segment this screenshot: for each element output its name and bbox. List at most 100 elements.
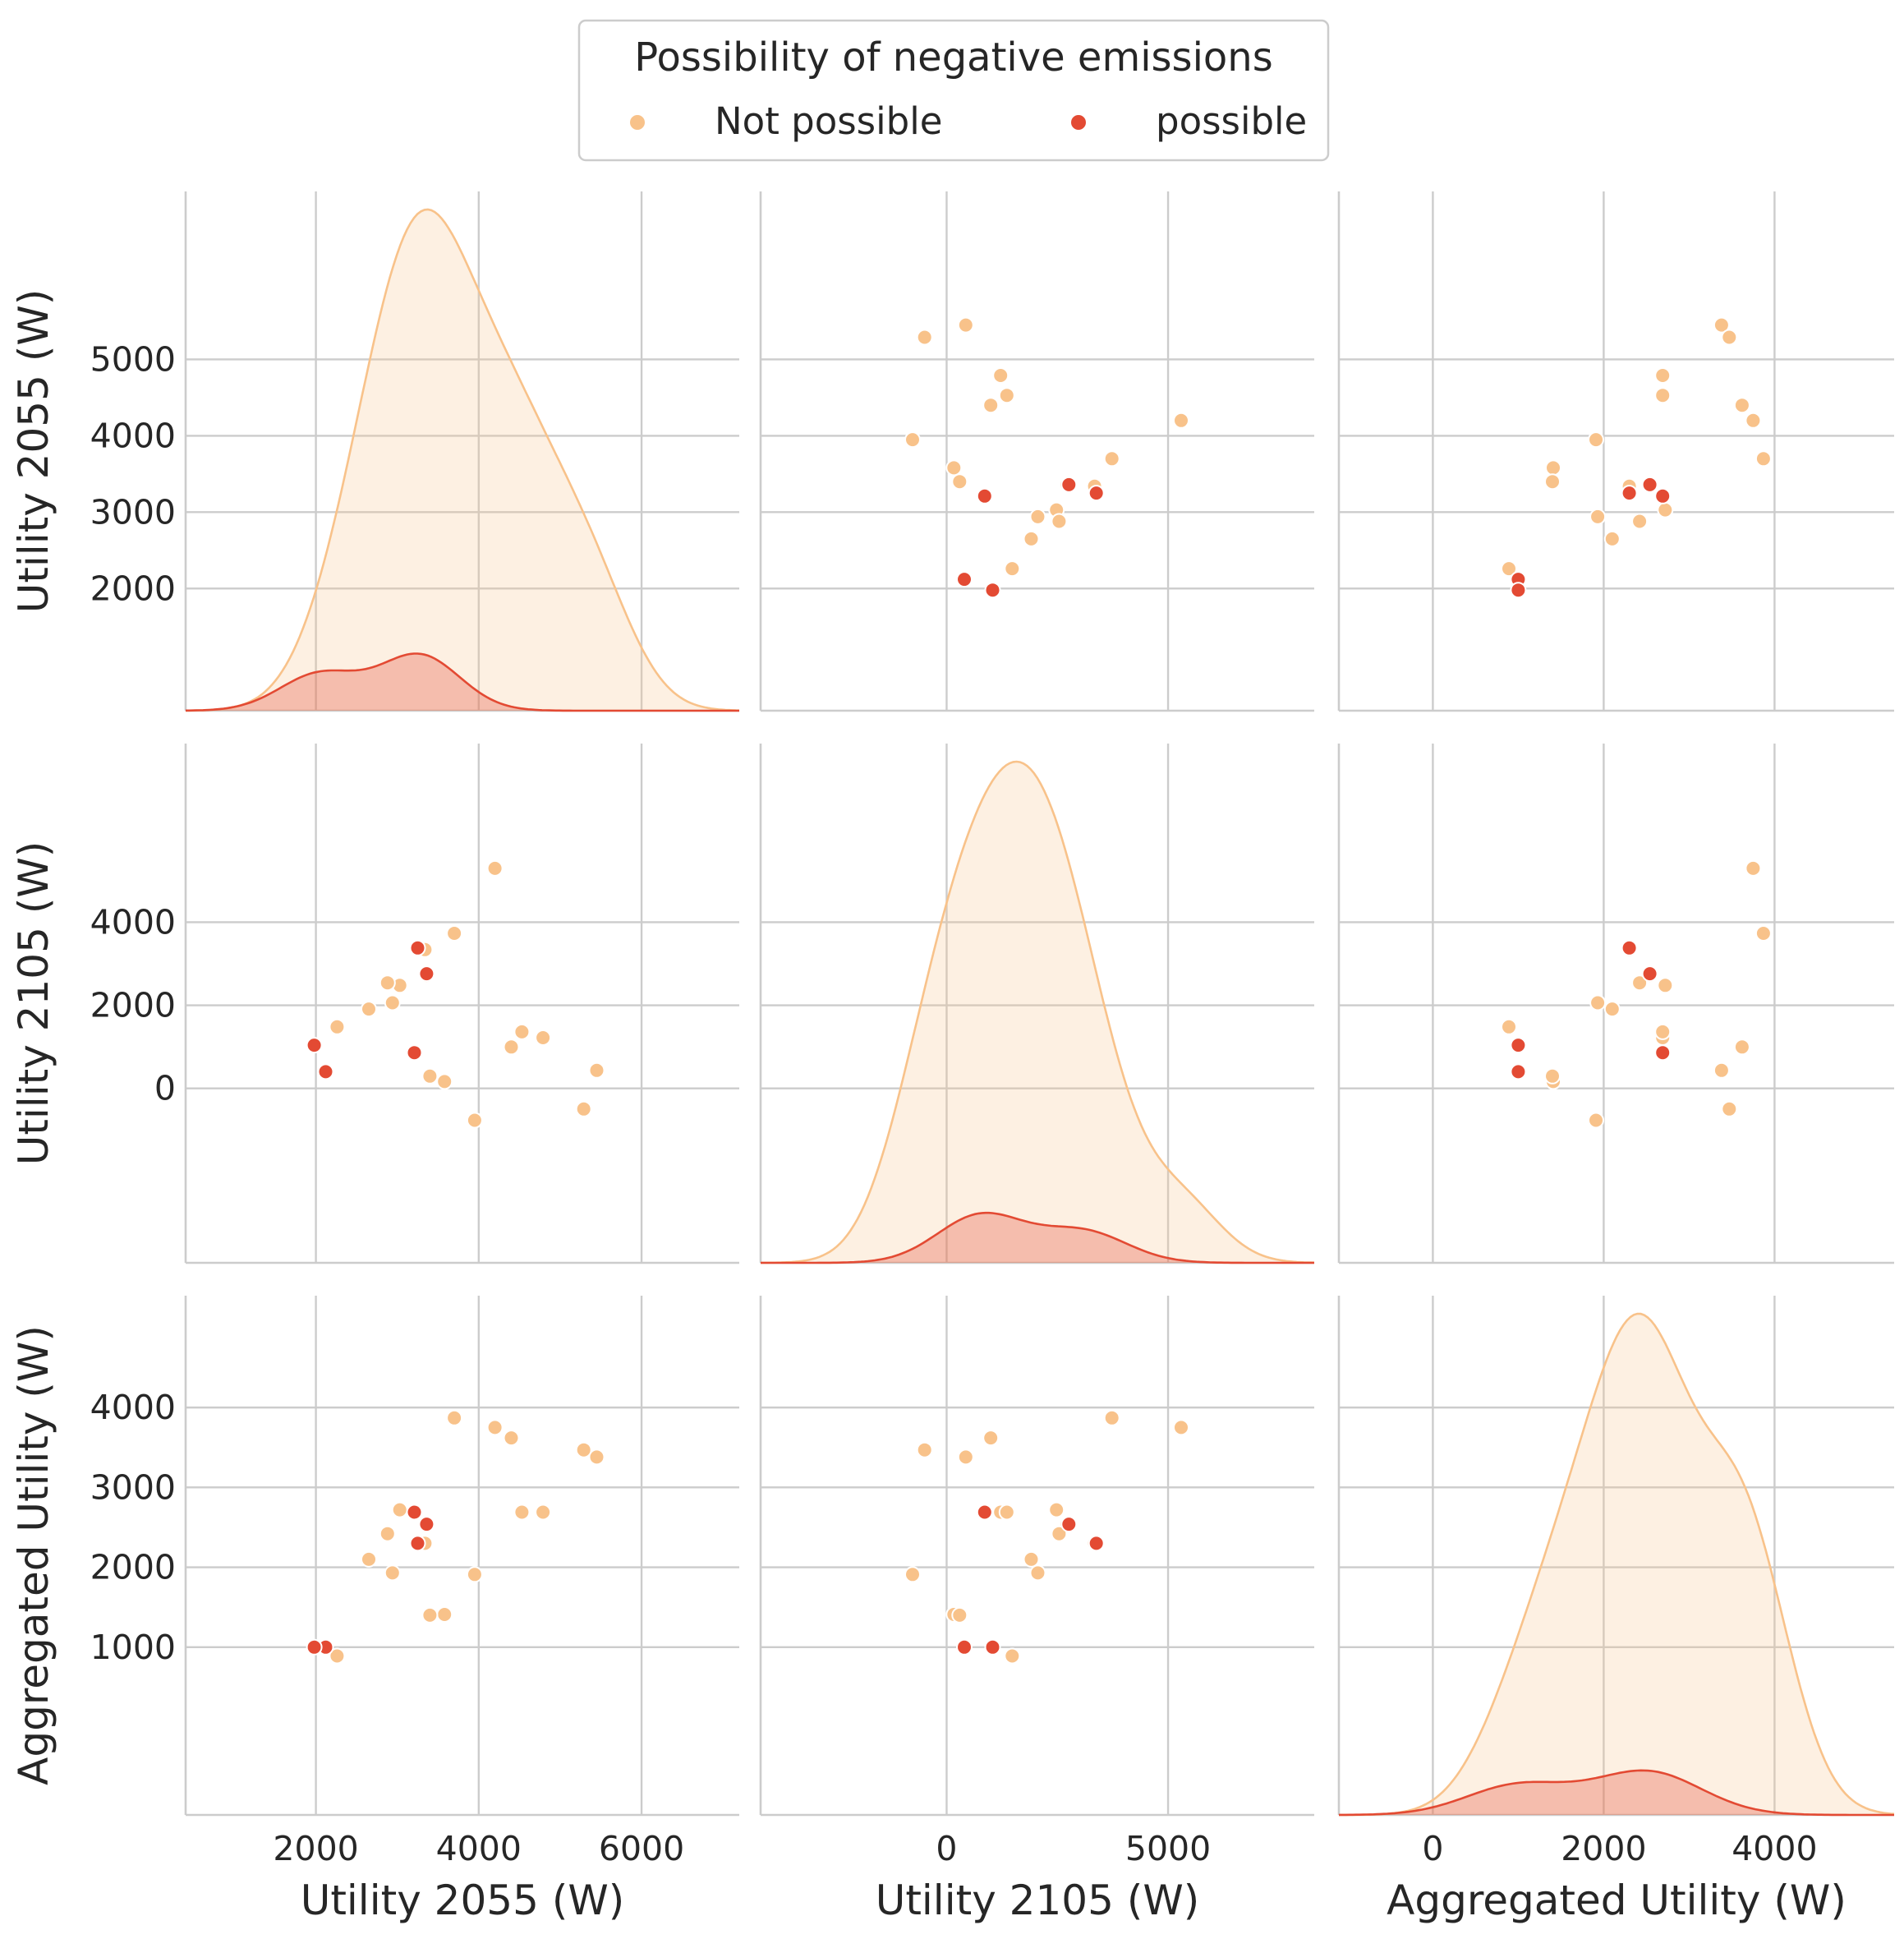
- point-possible: [418, 965, 435, 983]
- panel-r1-c0: 0 2000 4000: [90, 744, 739, 1264]
- point-not-possible: [1051, 1525, 1068, 1542]
- point-possible: [1088, 1535, 1105, 1552]
- point-not-possible: [1103, 450, 1120, 467]
- point-not-possible: [1173, 1419, 1189, 1436]
- point-possible: [1088, 485, 1105, 502]
- point-not-possible: [466, 1112, 483, 1129]
- y-tick-label: 2000: [90, 986, 176, 1025]
- point-not-possible: [486, 859, 504, 877]
- point-not-possible: [391, 1501, 408, 1518]
- point-not-possible: [1631, 513, 1649, 530]
- point-not-possible: [1589, 994, 1607, 1011]
- point-not-possible: [951, 1606, 968, 1624]
- legend-frame: [577, 19, 1330, 162]
- point-possible: [306, 1638, 323, 1656]
- point-not-possible: [329, 1647, 346, 1665]
- y-axis-title: Aggregated Utility (W): [10, 1325, 57, 1785]
- point-not-possible: [1501, 1018, 1517, 1035]
- y-tick-label: 2000: [90, 1548, 176, 1587]
- panel-r0-c1: [759, 191, 1314, 712]
- point-possible: [306, 1037, 323, 1054]
- point-possible: [406, 1504, 423, 1521]
- point-not-possible: [486, 1419, 504, 1436]
- point-possible: [409, 939, 426, 956]
- x-tick-label: 6000: [599, 1829, 684, 1868]
- point-not-possible: [436, 1073, 453, 1090]
- legend-marker-not-possible: [628, 113, 646, 131]
- point-not-possible: [329, 1018, 346, 1035]
- kde-line-possible: [186, 652, 739, 712]
- point-not-possible: [361, 1001, 377, 1018]
- point-not-possible: [1603, 1001, 1621, 1018]
- point-not-possible: [1721, 329, 1738, 346]
- point-not-possible: [379, 1525, 396, 1542]
- point-not-possible: [446, 1409, 463, 1426]
- y-tick-label: 1000: [90, 1628, 176, 1667]
- y-tick-label: 5000: [90, 339, 176, 379]
- point-not-possible: [436, 1606, 453, 1623]
- point-possible: [1060, 476, 1078, 493]
- point-not-possible: [904, 1566, 921, 1583]
- point-not-possible: [1745, 859, 1762, 877]
- kde-area-possible: [1339, 1770, 1894, 1815]
- point-not-possible: [916, 329, 933, 346]
- point-not-possible: [379, 974, 396, 992]
- x-tick-label: 2000: [1561, 1829, 1646, 1868]
- legend-label-not-possible: Not possible: [715, 99, 942, 143]
- panel-r2-c2: 0 2000 4000: [1337, 1296, 1895, 1868]
- point-not-possible: [1631, 974, 1649, 992]
- point-not-possible: [998, 387, 1015, 404]
- x-tick-label: 5000: [1125, 1829, 1211, 1868]
- point-not-possible: [904, 431, 921, 449]
- kde-area-not-possible: [1339, 1314, 1894, 1815]
- kde-line-not-possible: [185, 208, 740, 712]
- point-possible: [317, 1063, 334, 1080]
- point-not-possible: [1588, 1112, 1604, 1129]
- point-possible: [956, 1638, 973, 1656]
- point-not-possible: [1657, 977, 1674, 994]
- point-not-possible: [1657, 501, 1674, 518]
- point-not-possible: [1545, 459, 1561, 477]
- kde-area-not-possible: [186, 210, 739, 711]
- kde-area-not-possible: [761, 762, 1314, 1263]
- point-not-possible: [1023, 530, 1040, 547]
- x-axis-title: Utility 2105 (W): [876, 1877, 1200, 1924]
- point-not-possible: [945, 459, 963, 477]
- point-possible: [1621, 485, 1638, 502]
- point-not-possible: [535, 1504, 552, 1521]
- point-not-possible: [992, 367, 1009, 384]
- point-not-possible: [1173, 412, 1189, 429]
- point-not-possible: [384, 1564, 401, 1582]
- y-tick-label: 2000: [90, 569, 176, 608]
- point-not-possible: [1029, 508, 1046, 525]
- point-not-possible: [1004, 560, 1021, 578]
- kde-line-possible: [761, 1211, 1314, 1264]
- point-not-possible: [1103, 1409, 1120, 1426]
- panel-r2-c0: 1000 2000 3000 4000 2000 4000 6000: [90, 1296, 739, 1868]
- point-not-possible: [1544, 473, 1561, 491]
- point-not-possible: [1603, 530, 1621, 547]
- point-not-possible: [998, 1504, 1015, 1521]
- point-possible: [409, 1535, 426, 1552]
- point-possible: [1641, 476, 1658, 493]
- legend-title: Possibility of negative emissions: [634, 35, 1272, 81]
- panel-r0-c2: [1337, 191, 1894, 712]
- point-not-possible: [1713, 1062, 1730, 1079]
- point-not-possible: [503, 1039, 520, 1056]
- point-not-possible: [466, 1566, 483, 1583]
- point-not-possible: [513, 1504, 531, 1521]
- x-tick-label: 2000: [273, 1829, 358, 1868]
- point-not-possible: [1029, 1564, 1046, 1582]
- point-not-possible: [982, 1430, 1000, 1447]
- point-possible: [984, 582, 1001, 599]
- point-not-possible: [575, 1100, 592, 1117]
- point-possible: [984, 1638, 1001, 1656]
- point-possible: [418, 1516, 435, 1533]
- point-not-possible: [513, 1023, 531, 1040]
- legend-marker-possible: [1069, 113, 1088, 131]
- point-not-possible: [1755, 925, 1772, 942]
- kde-line-not-possible: [761, 760, 1315, 1264]
- point-not-possible: [1733, 1039, 1750, 1056]
- point-not-possible: [1051, 513, 1068, 530]
- point-not-possible: [588, 1062, 605, 1079]
